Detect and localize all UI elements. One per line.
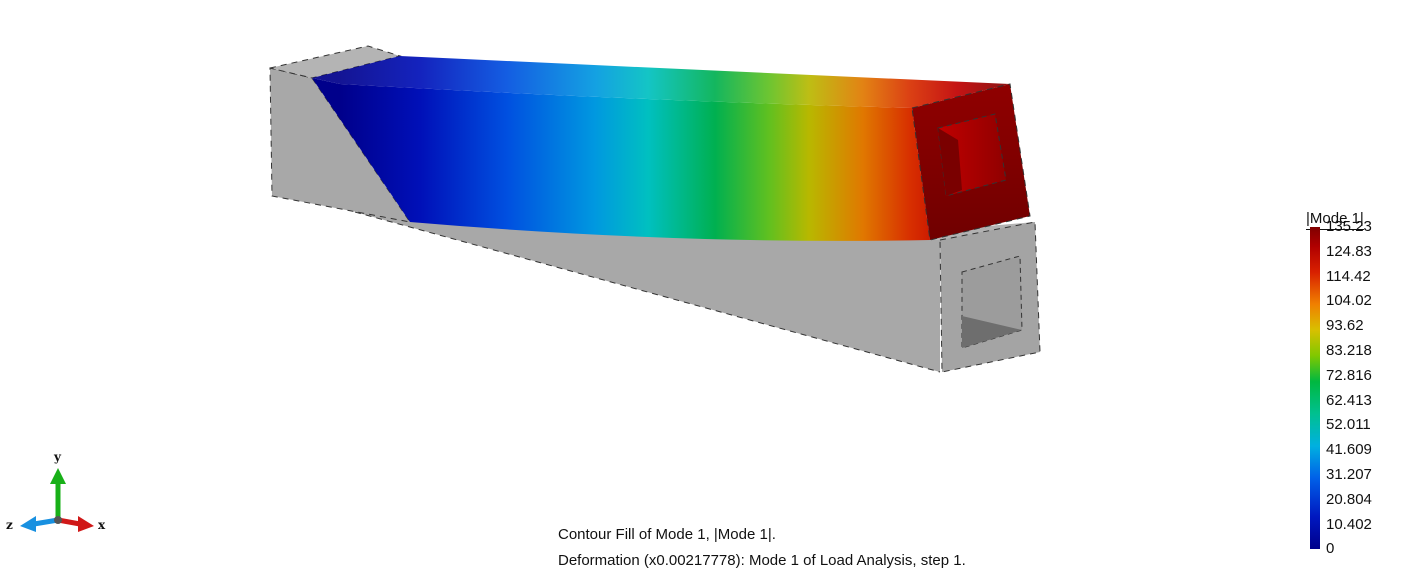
legend-label: 31.207	[1326, 466, 1372, 483]
undeformed-beam-side	[355, 205, 940, 372]
legend-label: 41.609	[1326, 441, 1372, 459]
triad-arrows	[20, 468, 94, 532]
contour-legend: |Mode 1|	[1296, 210, 1392, 560]
plot-caption: Contour Fill of Mode 1, |Mode 1|. Deform…	[558, 522, 966, 574]
legend-label: 104.02	[1326, 292, 1372, 310]
legend-label: 20.804	[1326, 490, 1372, 508]
legend-label: 124.83	[1326, 242, 1372, 260]
legend-label: 10.402	[1326, 515, 1372, 533]
legend-label: 93.62	[1326, 317, 1364, 335]
legend-label: 83.218	[1326, 342, 1372, 359]
deformed-beam-contour-top	[312, 56, 1010, 108]
legend-label: 0	[1326, 540, 1335, 558]
legend-label: 114.42	[1326, 267, 1371, 285]
axis-triad: y x z	[6, 448, 116, 543]
triad-x-label: x	[98, 518, 106, 532]
undeformed-inner-floor	[962, 316, 1022, 348]
legend-label: 135.23	[1326, 218, 1372, 235]
deformed-inner-wall	[938, 128, 962, 196]
legend-label: 52.011	[1326, 416, 1371, 434]
legend-color-bar	[1310, 227, 1320, 549]
deformed-beam-left-end	[269, 67, 412, 223]
legend-labels: 135.23 124.83 114.42 104.02 93.62 83.218…	[1326, 218, 1396, 558]
caption-line-2: Deformation (x0.00217778): Mode 1 of Loa…	[558, 552, 966, 569]
legend-title: |Mode 1|	[1306, 210, 1364, 230]
caption-line-1: Contour Fill of Mode 1, |Mode 1|.	[558, 526, 776, 543]
triad-y-label: y	[54, 450, 61, 464]
deformed-beam-contour-side	[312, 78, 930, 241]
legend-label: 72.816	[1326, 366, 1372, 384]
triad-z-label: z	[6, 518, 13, 532]
legend-label: 62.413	[1326, 391, 1372, 409]
